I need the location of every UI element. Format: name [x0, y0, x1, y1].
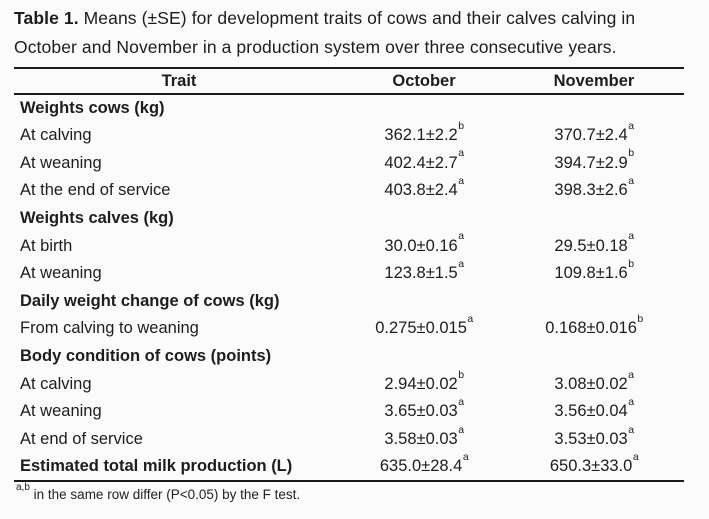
table-row-milk-production: Estimated total milk production (L) 635.… [14, 450, 684, 481]
table-row: At calving 362.1±2.2b 370.7±2.4a [14, 119, 684, 150]
significance-superscript: a [458, 423, 465, 436]
october-value-cell: 3.65±0.03a [384, 396, 465, 421]
means-table: Trait October November Weights cows (kg)… [14, 67, 684, 482]
table-row: At the end of service 403.8±2.4a 398.3±2… [14, 175, 684, 205]
section-row-weights-calves: Weights calves (kg) [14, 205, 684, 233]
october-value-cell: 635.0±28.4a [379, 450, 469, 476]
section-row-body-condition: Body condition of cows (points) [14, 343, 684, 371]
october-value-cell: 403.8±2.4a [384, 175, 465, 200]
table-caption: Table 1. Means (±SE) for development tra… [14, 4, 694, 61]
table-row: At birth 30.0±0.16a 29.5±0.18a [14, 230, 684, 260]
table-body: Weights cows (kg) At calving 362.1±2.2b … [14, 94, 684, 481]
october-value-cell: 30.0±0.16a [384, 230, 465, 255]
column-header-october: October [392, 71, 456, 90]
section-label: Body condition of cows (points) [20, 347, 272, 366]
table-row: At weaning 402.4±2.7a 394.7±2.9b [14, 147, 684, 177]
table-caption-label: Table 1. [14, 8, 79, 28]
significance-superscript: a [628, 368, 635, 381]
november-value-cell: 398.3±2.6a [554, 175, 635, 200]
trait-cell: Estimated total milk production (L) [20, 457, 293, 476]
footnote-text: in the same row differ (P<0.05) by the F… [29, 487, 301, 502]
significance-superscript: a [462, 450, 469, 463]
section-row-daily-weight-change: Daily weight change of cows (kg) [14, 287, 684, 315]
october-value-cell: 402.4±2.7a [384, 147, 465, 172]
trait-cell: At the end of service [20, 181, 171, 200]
section-label: Weights cows (kg) [20, 98, 165, 117]
significance-superscript: a [458, 257, 465, 270]
significance-superscript: b [628, 147, 635, 160]
trait-cell: At birth [20, 236, 73, 255]
table-row: At end of service 3.58±0.03a 3.53±0.03a [14, 423, 684, 454]
section-label: Weights calves (kg) [20, 208, 174, 227]
table-footnote: a,b in the same row differ (P<0.05) by t… [16, 483, 301, 503]
significance-superscript: a [467, 313, 474, 326]
section-row-weights-cows: Weights cows (kg) [14, 94, 684, 122]
trait-cell: At calving [20, 125, 92, 144]
significance-superscript: a [458, 175, 465, 188]
november-value-cell: 3.53±0.03a [554, 423, 635, 448]
significance-superscript: a [458, 230, 465, 243]
october-value-cell: 123.8±1.5a [384, 257, 465, 283]
footnote-superscript: a,b [16, 482, 30, 493]
table-caption-text: Means (±SE) for development traits of co… [14, 8, 636, 57]
significance-superscript: a [628, 119, 635, 132]
significance-superscript: a [628, 230, 635, 243]
november-value-cell: 394.7±2.9b [554, 147, 635, 172]
significance-superscript: a [632, 450, 639, 463]
trait-cell: At calving [20, 374, 92, 393]
november-value-cell: 3.56±0.04a [554, 396, 635, 421]
november-value-cell: 29.5±0.18a [554, 230, 635, 255]
trait-cell: At weaning [20, 402, 102, 421]
significance-superscript: a [458, 396, 465, 409]
table-row: At weaning 123.8±1.5a 109.8±1.6b [14, 257, 684, 288]
november-value-cell: 3.08±0.02a [554, 368, 635, 393]
column-header-november: November [553, 71, 635, 90]
header-row: Trait October November [14, 68, 684, 94]
trait-cell: At weaning [20, 153, 102, 172]
october-value-cell: 362.1±2.2b [384, 119, 465, 144]
significance-superscript: b [637, 313, 644, 326]
significance-superscript: b [458, 368, 465, 381]
table-row: From calving to weaning 0.275±0.015a 0.1… [14, 313, 684, 343]
trait-cell: At weaning [20, 264, 102, 283]
table-row: At weaning 3.65±0.03a 3.56±0.04a [14, 396, 684, 426]
significance-superscript: b [628, 257, 635, 270]
trait-cell: From calving to weaning [20, 319, 199, 338]
significance-superscript: a [628, 423, 635, 436]
november-value-cell: 0.168±0.016b [545, 313, 644, 338]
october-value-cell: 2.94±0.02b [384, 368, 465, 393]
november-value-cell: 109.8±1.6b [554, 257, 635, 283]
section-label: Daily weight change of cows (kg) [20, 291, 280, 310]
column-header-trait: Trait [161, 71, 197, 90]
significance-superscript: a [458, 147, 465, 160]
significance-superscript: a [628, 396, 635, 409]
significance-superscript: a [628, 175, 635, 188]
significance-superscript: b [458, 119, 465, 132]
october-value-cell: 3.58±0.03a [384, 423, 465, 448]
table-header: Trait October November [14, 68, 684, 94]
october-value-cell: 0.275±0.015a [375, 313, 474, 338]
november-value-cell: 370.7±2.4a [554, 119, 635, 144]
trait-cell: At end of service [20, 430, 143, 448]
table-row: At calving 2.94±0.02b 3.08±0.02a [14, 368, 684, 398]
november-value-cell: 650.3±33.0a [549, 450, 639, 476]
